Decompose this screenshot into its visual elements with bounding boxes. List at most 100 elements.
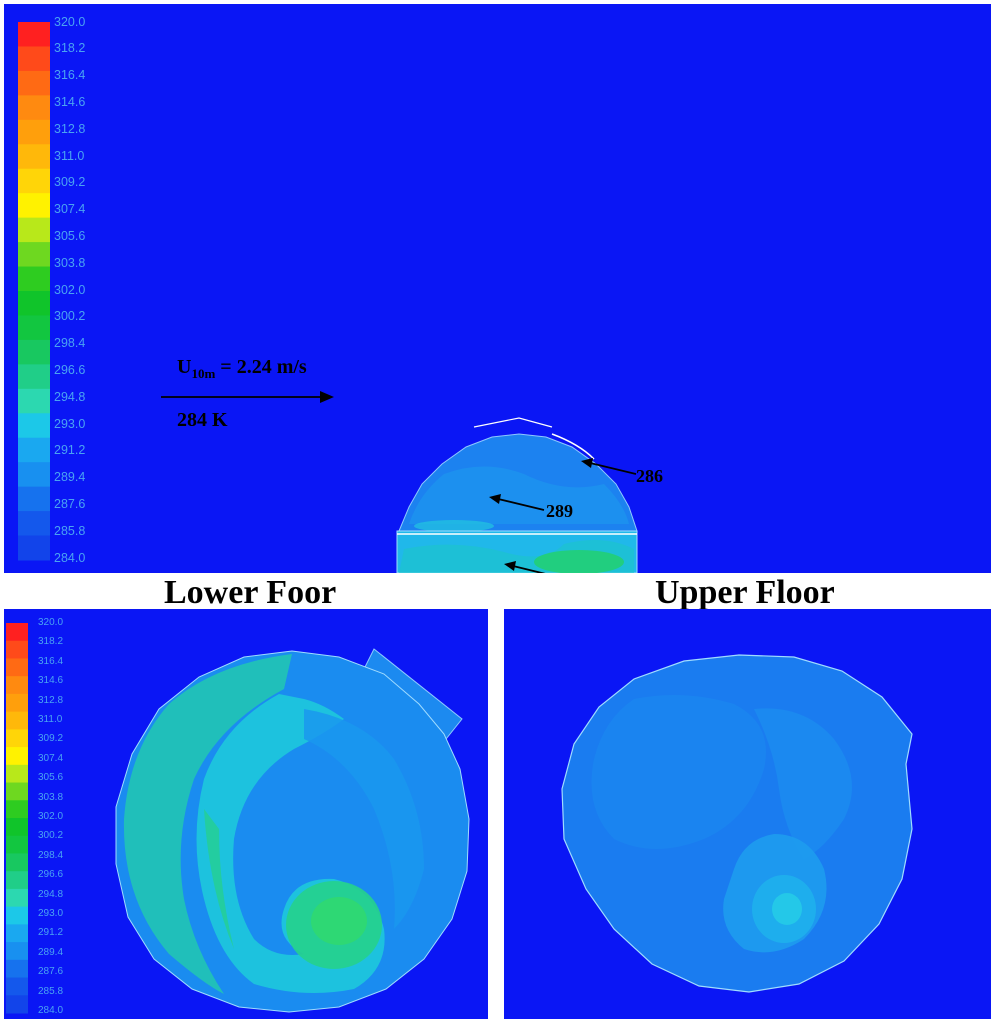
colorbar-tick-label: 318.2 xyxy=(54,41,86,56)
colorbar-segment xyxy=(18,486,50,512)
colorbar-tick-label: 312.8 xyxy=(54,121,86,136)
colorbar-tick-label: 305.6 xyxy=(54,228,86,243)
section-drawing xyxy=(161,391,638,573)
colorbar-segment xyxy=(18,413,50,439)
upper-floor-plan xyxy=(561,654,913,993)
colorbar-tick-label: 320.0 xyxy=(54,14,86,29)
colorbar-segment xyxy=(18,168,50,194)
colorbar-tick-label: 314.6 xyxy=(54,94,86,109)
colorbar-segment xyxy=(6,906,28,925)
colorbar-segment xyxy=(18,22,50,47)
colorbar-legend-small: 320.0 318.2 316.4 314.6 312.8 311.0 309.2 307.4… xyxy=(6,617,76,1016)
colorbar-segment xyxy=(18,315,50,341)
colorbar-tick-label: 300.2 xyxy=(38,830,64,842)
colorbar-segment xyxy=(6,924,28,943)
annotation-289: 289 xyxy=(546,501,573,521)
colorbar-tick-label: 285.8 xyxy=(54,523,86,538)
colorbar-tick-label: 311.0 xyxy=(54,148,85,163)
ambient-temperature-label: 284 K xyxy=(177,409,228,431)
colorbar-segment xyxy=(18,70,50,96)
colorbar-segment xyxy=(18,193,50,219)
colorbar-tick-label: 293.0 xyxy=(38,908,64,919)
colorbar-tick-label: 314.6 xyxy=(38,675,64,687)
colorbar-tick-label: 303.8 xyxy=(38,791,64,803)
colorbar-segment xyxy=(18,266,50,292)
colorbar-tick-label: 296.6 xyxy=(54,362,86,377)
colorbar-tick-label: 287.6 xyxy=(54,496,86,511)
colorbar-segment xyxy=(18,339,50,365)
colorbar-segment xyxy=(18,217,50,243)
colorbar-tick-label: 302.0 xyxy=(38,811,64,822)
colorbar-tick-label: 309.2 xyxy=(54,175,86,190)
colorbar-segment xyxy=(18,388,50,414)
upper-floor-panel xyxy=(504,609,991,1019)
colorbar-segment xyxy=(18,511,50,537)
colorbar-segment xyxy=(18,242,50,268)
colorbar-tick-label: 293.0 xyxy=(54,416,86,431)
colorbar-segment xyxy=(6,959,28,979)
colorbar-segment xyxy=(18,144,50,170)
colorbar-tick-label: 316.4 xyxy=(54,68,86,83)
colorbar-tick-label: 307.4 xyxy=(54,202,86,217)
colorbar-segment xyxy=(6,676,28,695)
colorbar-bar xyxy=(18,22,50,561)
colorbar-tick-label: 284.0 xyxy=(54,550,86,565)
colorbar-tick-label: 320.0 xyxy=(38,617,64,628)
colorbar-bar-small xyxy=(6,623,28,1014)
upper-floor-title: Upper Floor xyxy=(655,574,835,611)
lower-floor-title: Lower Foor xyxy=(164,574,337,611)
colorbar-tick-label: 289.4 xyxy=(38,946,64,958)
colorbar-segment xyxy=(6,640,28,659)
colorbar-tick-label: 300.2 xyxy=(54,309,86,324)
colorbar-legend: 320.0 318.2 316.4 314.6 312.8 311.0 309.2 307.4… xyxy=(18,15,138,565)
colorbar-tick-label: 318.2 xyxy=(38,636,64,648)
colorbar-tick-label: 289.4 xyxy=(54,470,86,485)
colorbar-tick-label: 294.8 xyxy=(38,888,64,900)
colorbar-segment xyxy=(18,291,50,316)
colorbar-segment xyxy=(18,119,50,145)
colorbar-segment xyxy=(6,658,28,677)
colorbar-segment xyxy=(6,942,28,961)
colorbar-tick-label: 311.0 xyxy=(38,714,63,725)
annotation-286: 286 xyxy=(636,466,663,486)
colorbar-segment xyxy=(6,764,28,784)
annotation-291: 291 xyxy=(561,570,588,573)
colorbar-segment xyxy=(6,693,28,713)
colorbar-segment xyxy=(6,729,28,748)
lower-floor-panel: 320.0 318.2 316.4 314.6 312.8 311.0 309.2 307.4… xyxy=(4,609,488,1019)
colorbar-tick-label: 307.4 xyxy=(38,752,64,764)
colorbar-segment xyxy=(6,835,28,854)
wind-speed-label: U10m = 2.24 m/s xyxy=(177,356,307,381)
colorbar-tick-label: 303.8 xyxy=(54,255,86,270)
colorbar-tick-label: 302.0 xyxy=(54,282,86,297)
colorbar-tick-label: 298.4 xyxy=(54,336,86,351)
colorbar-segment xyxy=(6,800,28,819)
colorbar-tick-label: 296.6 xyxy=(38,869,64,881)
colorbar-segment xyxy=(6,818,28,837)
colorbar-tick-label: 305.6 xyxy=(38,772,64,784)
colorbar-segment xyxy=(18,364,50,390)
colorbar-segment xyxy=(18,437,50,463)
colorbar-segment xyxy=(6,888,28,908)
colorbar-tick-label: 287.6 xyxy=(38,966,64,978)
colorbar-tick-label: 291.2 xyxy=(38,927,64,939)
colorbar-segment xyxy=(6,977,28,996)
colorbar-segment xyxy=(6,853,28,872)
colorbar-segment xyxy=(6,782,28,801)
section-view-panel: 320.0 318.2 316.4 314.6 312.8 311.0 309.2 307.4… xyxy=(4,4,991,573)
colorbar-segment xyxy=(6,871,28,890)
roof-cap xyxy=(473,417,553,428)
colorbar-segment xyxy=(6,623,28,642)
colorbar-tick-label: 312.8 xyxy=(38,694,64,706)
colorbar-segment xyxy=(18,462,50,488)
colorbar-segment xyxy=(18,95,50,121)
colorbar-segment xyxy=(6,995,28,1014)
colorbar-tick-label: 284.0 xyxy=(38,1005,64,1016)
colorbar-tick-label: 298.4 xyxy=(38,849,64,861)
colorbar-segment xyxy=(6,711,28,730)
colorbar-segment xyxy=(6,747,28,766)
colorbar-segment xyxy=(18,46,50,72)
colorbar-tick-label: 294.8 xyxy=(54,389,86,404)
colorbar-tick-label: 316.4 xyxy=(38,655,64,667)
colorbar-tick-label: 309.2 xyxy=(38,733,64,745)
